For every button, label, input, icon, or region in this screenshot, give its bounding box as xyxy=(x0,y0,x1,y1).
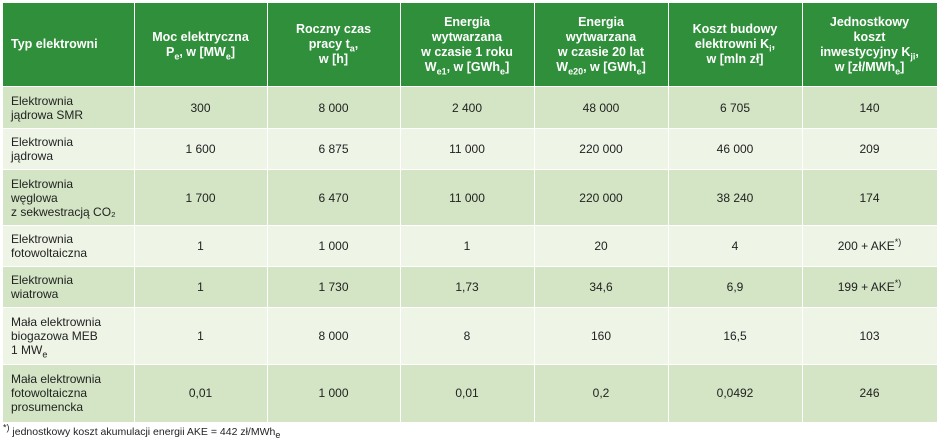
cell-power: 1 xyxy=(134,307,268,365)
table-row: Elektrownia jądrowa 1 600 6 875 11 000 22… xyxy=(3,128,938,170)
cell-energy-1y: 1 xyxy=(400,225,535,267)
cell-energy-20y: 48 000 xyxy=(534,86,669,129)
cell-cost: 6 705 xyxy=(668,86,803,129)
row-name: Elektrownia jądrowa SMR xyxy=(3,86,135,129)
header-annual-time: Roczny czas pracy ta, w [h] xyxy=(267,3,401,87)
cell-hours: 1 730 xyxy=(267,266,401,308)
cell-hours: 6 875 xyxy=(267,128,401,170)
cell-power: 0,01 xyxy=(134,364,268,422)
cell-cost: 0,0492 xyxy=(668,364,803,422)
cell-cost: 16,5 xyxy=(668,307,803,365)
cell-unit-cost: 103 xyxy=(802,307,938,365)
table-row: Elektrownia węglowa z sekwestracją CO₂ 1 7… xyxy=(3,169,938,226)
footnote: *) jednostkowy koszt akumulacji energii … xyxy=(3,422,281,441)
table-row: Mała elektrownia biogazowa MEB 1 MWe 1 8 0… xyxy=(3,307,938,365)
cell-hours: 8 000 xyxy=(267,86,401,129)
cell-energy-20y: 34,6 xyxy=(534,266,669,308)
header-type: Typ elektrowni xyxy=(3,3,135,87)
cell-unit-cost: 199 + AKE*) xyxy=(802,266,938,308)
header-unit-investment-cost: Jednostkowy koszt inwestycyjny Kji, w [z… xyxy=(802,3,938,87)
cell-hours: 6 470 xyxy=(267,169,401,226)
cell-energy-20y: 20 xyxy=(534,225,669,267)
cell-energy-1y: 2 400 xyxy=(400,86,535,129)
cell-power: 300 xyxy=(134,86,268,129)
table-row: Mała elektrownia fotowoltaiczna prosumenck… xyxy=(3,364,938,422)
power-plant-table: Typ elektrowni Moc elektryczna Pe, w [MW… xyxy=(3,3,938,422)
cell-hours: 8 000 xyxy=(267,307,401,365)
header-construction-cost: Koszt budowy elektrowni Ki, w [mln zł] xyxy=(668,3,803,87)
cell-energy-20y: 160 xyxy=(534,307,669,365)
cell-unit-cost: 174 xyxy=(802,169,938,226)
row-name: Mała elektrownia biogazowa MEB 1 MWe xyxy=(3,307,135,365)
header-row: Typ elektrowni Moc elektryczna Pe, w [MW… xyxy=(3,3,938,87)
cell-cost: 46 000 xyxy=(668,128,803,170)
cell-energy-20y: 220 000 xyxy=(534,128,669,170)
table-row: Elektrownia jądrowa SMR 300 8 000 2 400 4… xyxy=(3,86,938,129)
cell-energy-20y: 0,2 xyxy=(534,364,669,422)
cell-energy-1y: 1,73 xyxy=(400,266,535,308)
cell-energy-1y: 8 xyxy=(400,307,535,365)
header-energy-20-years: Energia wytwarzana w czasie 20 lat We20,… xyxy=(534,3,669,87)
cell-cost: 38 240 xyxy=(668,169,803,226)
cell-energy-1y: 11 000 xyxy=(400,128,535,170)
row-name: Elektrownia węglowa z sekwestracją CO₂ xyxy=(3,169,135,226)
cell-hours: 1 000 xyxy=(267,364,401,422)
cell-unit-cost: 200 + AKE*) xyxy=(802,225,938,267)
row-name: Elektrownia fotowoltaiczna xyxy=(3,225,135,267)
table-row: Elektrownia fotowoltaiczna 1 1 000 1 20 4… xyxy=(3,225,938,267)
cell-unit-cost: 246 xyxy=(802,364,938,422)
header-power: Moc elektryczna Pe, w [MWe] xyxy=(134,3,268,87)
cell-unit-cost: 140 xyxy=(802,86,938,129)
row-name: Elektrownia wiatrowa xyxy=(3,266,135,308)
cell-power: 1 xyxy=(134,266,268,308)
cell-power: 1 xyxy=(134,225,268,267)
cell-power: 1 700 xyxy=(134,169,268,226)
cell-energy-1y: 0,01 xyxy=(400,364,535,422)
cell-power: 1 600 xyxy=(134,128,268,170)
header-energy-1-year: Energia wytwarzana w czasie 1 roku We1, … xyxy=(400,3,535,87)
cell-energy-20y: 220 000 xyxy=(534,169,669,226)
cell-hours: 1 000 xyxy=(267,225,401,267)
row-name: Elektrownia jądrowa xyxy=(3,128,135,170)
row-name: Mała elektrownia fotowoltaiczna prosumenck… xyxy=(3,364,135,422)
cell-unit-cost: 209 xyxy=(802,128,938,170)
cell-cost: 4 xyxy=(668,225,803,267)
cell-cost: 6,9 xyxy=(668,266,803,308)
cell-energy-1y: 11 000 xyxy=(400,169,535,226)
table-row: Elektrownia wiatrowa 1 1 730 1,73 34,6 6,… xyxy=(3,266,938,308)
